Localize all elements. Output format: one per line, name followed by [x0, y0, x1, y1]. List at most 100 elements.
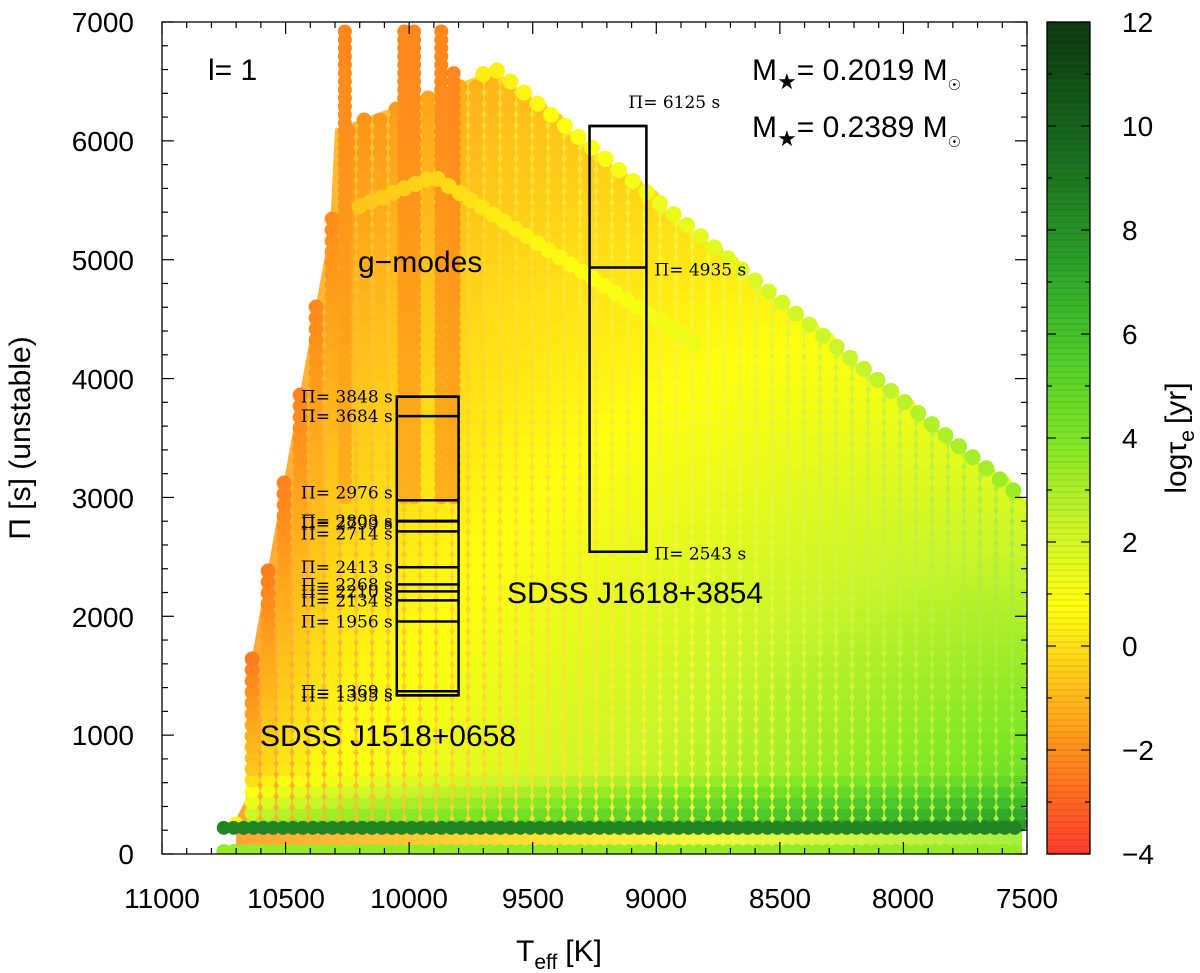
mode-point: [484, 750, 500, 766]
mode-point: [932, 618, 948, 634]
mode-point: [356, 178, 372, 194]
mode-point: [324, 376, 340, 392]
mode-point: [292, 398, 308, 414]
mode-point: [484, 772, 500, 788]
mode-point: [708, 706, 724, 722]
mode-point: [820, 552, 836, 568]
mode-point: [335, 820, 350, 835]
mode-point: [484, 497, 500, 513]
mode-point: [708, 277, 724, 293]
mode-point: [596, 365, 612, 381]
mode-point: [484, 629, 500, 645]
mode-point: [516, 596, 532, 612]
mode-point: [836, 706, 852, 722]
mode-point: [724, 431, 740, 447]
mode-point: [788, 662, 804, 678]
mode-point: [948, 508, 964, 524]
mode-point: [596, 211, 612, 227]
mode-point: [772, 376, 788, 392]
mode-point: [980, 585, 996, 601]
mode-point: [468, 310, 484, 326]
mode-point: [420, 695, 436, 711]
mode-point: [740, 805, 756, 821]
mode-point: [910, 405, 927, 422]
mode-point: [548, 541, 564, 557]
mode-point: [644, 761, 660, 777]
mode-point: [452, 552, 468, 568]
mode-point: [308, 420, 324, 436]
mode-point: [820, 728, 836, 744]
mode-point: [276, 640, 292, 656]
mode-point: [612, 607, 628, 623]
mode-point: [868, 761, 884, 777]
mode-point: [324, 310, 340, 326]
mode-point: [852, 794, 868, 810]
mode-point: [644, 640, 660, 656]
mode-point: [804, 354, 820, 370]
mode-point: [820, 717, 836, 733]
period-label: Π= 3848 s: [301, 388, 393, 408]
mode-point: [340, 607, 356, 623]
mode-point: [244, 750, 260, 766]
mode-point: [516, 552, 532, 568]
mode-point: [484, 145, 500, 161]
mode-point: [292, 695, 308, 711]
mode-point: [365, 820, 380, 835]
mode-point: [596, 739, 612, 755]
mode-point: [612, 398, 628, 414]
mode-point: [724, 574, 740, 590]
mode-point: [756, 684, 772, 700]
mode-point: [356, 299, 372, 315]
mode-point: [724, 354, 740, 370]
mode-point: [372, 508, 388, 524]
mode-point: [324, 629, 340, 645]
mode-point: [580, 761, 596, 777]
mode-point: [516, 739, 532, 755]
mode-point: [596, 376, 612, 392]
mode-point: [740, 673, 756, 689]
mode-point: [324, 321, 340, 337]
mode-point: [532, 453, 548, 469]
mode-point: [404, 629, 420, 645]
mode-point: [756, 794, 772, 810]
mode-point: [516, 145, 532, 161]
mode-point: [372, 354, 388, 370]
mode-point: [948, 519, 964, 535]
mode-point: [660, 519, 676, 535]
mode-point: [452, 783, 468, 799]
mode-point: [868, 541, 884, 557]
mode-point: [484, 794, 500, 810]
mode-point: [724, 761, 740, 777]
mode-point: [801, 316, 818, 333]
colorbar-tick-label: 10: [1122, 111, 1153, 142]
mode-point: [740, 651, 756, 667]
mode-point: [468, 266, 484, 282]
mode-point: [468, 640, 484, 656]
mode-point: [804, 574, 820, 590]
mode-point: [612, 805, 628, 821]
mode-point: [532, 794, 548, 810]
mode-point: [644, 365, 660, 381]
mode-point: [404, 820, 419, 835]
mode-point: [628, 761, 644, 777]
mode-point: [500, 541, 516, 557]
mode-point: [884, 420, 900, 436]
mode-point: [1012, 662, 1027, 678]
mode-point: [276, 805, 292, 821]
mode-point: [372, 398, 388, 414]
mode-point: [708, 629, 724, 645]
mode-point: [580, 409, 596, 425]
mode-point: [276, 552, 292, 568]
mode-point: [772, 739, 788, 755]
mode-point: [724, 530, 740, 546]
mode-point: [740, 519, 756, 535]
mode-point: [740, 783, 756, 799]
mode-point: [692, 398, 708, 414]
mode-point: [564, 211, 580, 227]
mode-point: [708, 398, 724, 414]
mode-point: [820, 640, 836, 656]
mode-point: [564, 233, 580, 249]
mode-point: [468, 794, 484, 810]
period-label: Π= 2803 s: [301, 512, 393, 532]
mode-point: [372, 156, 388, 172]
